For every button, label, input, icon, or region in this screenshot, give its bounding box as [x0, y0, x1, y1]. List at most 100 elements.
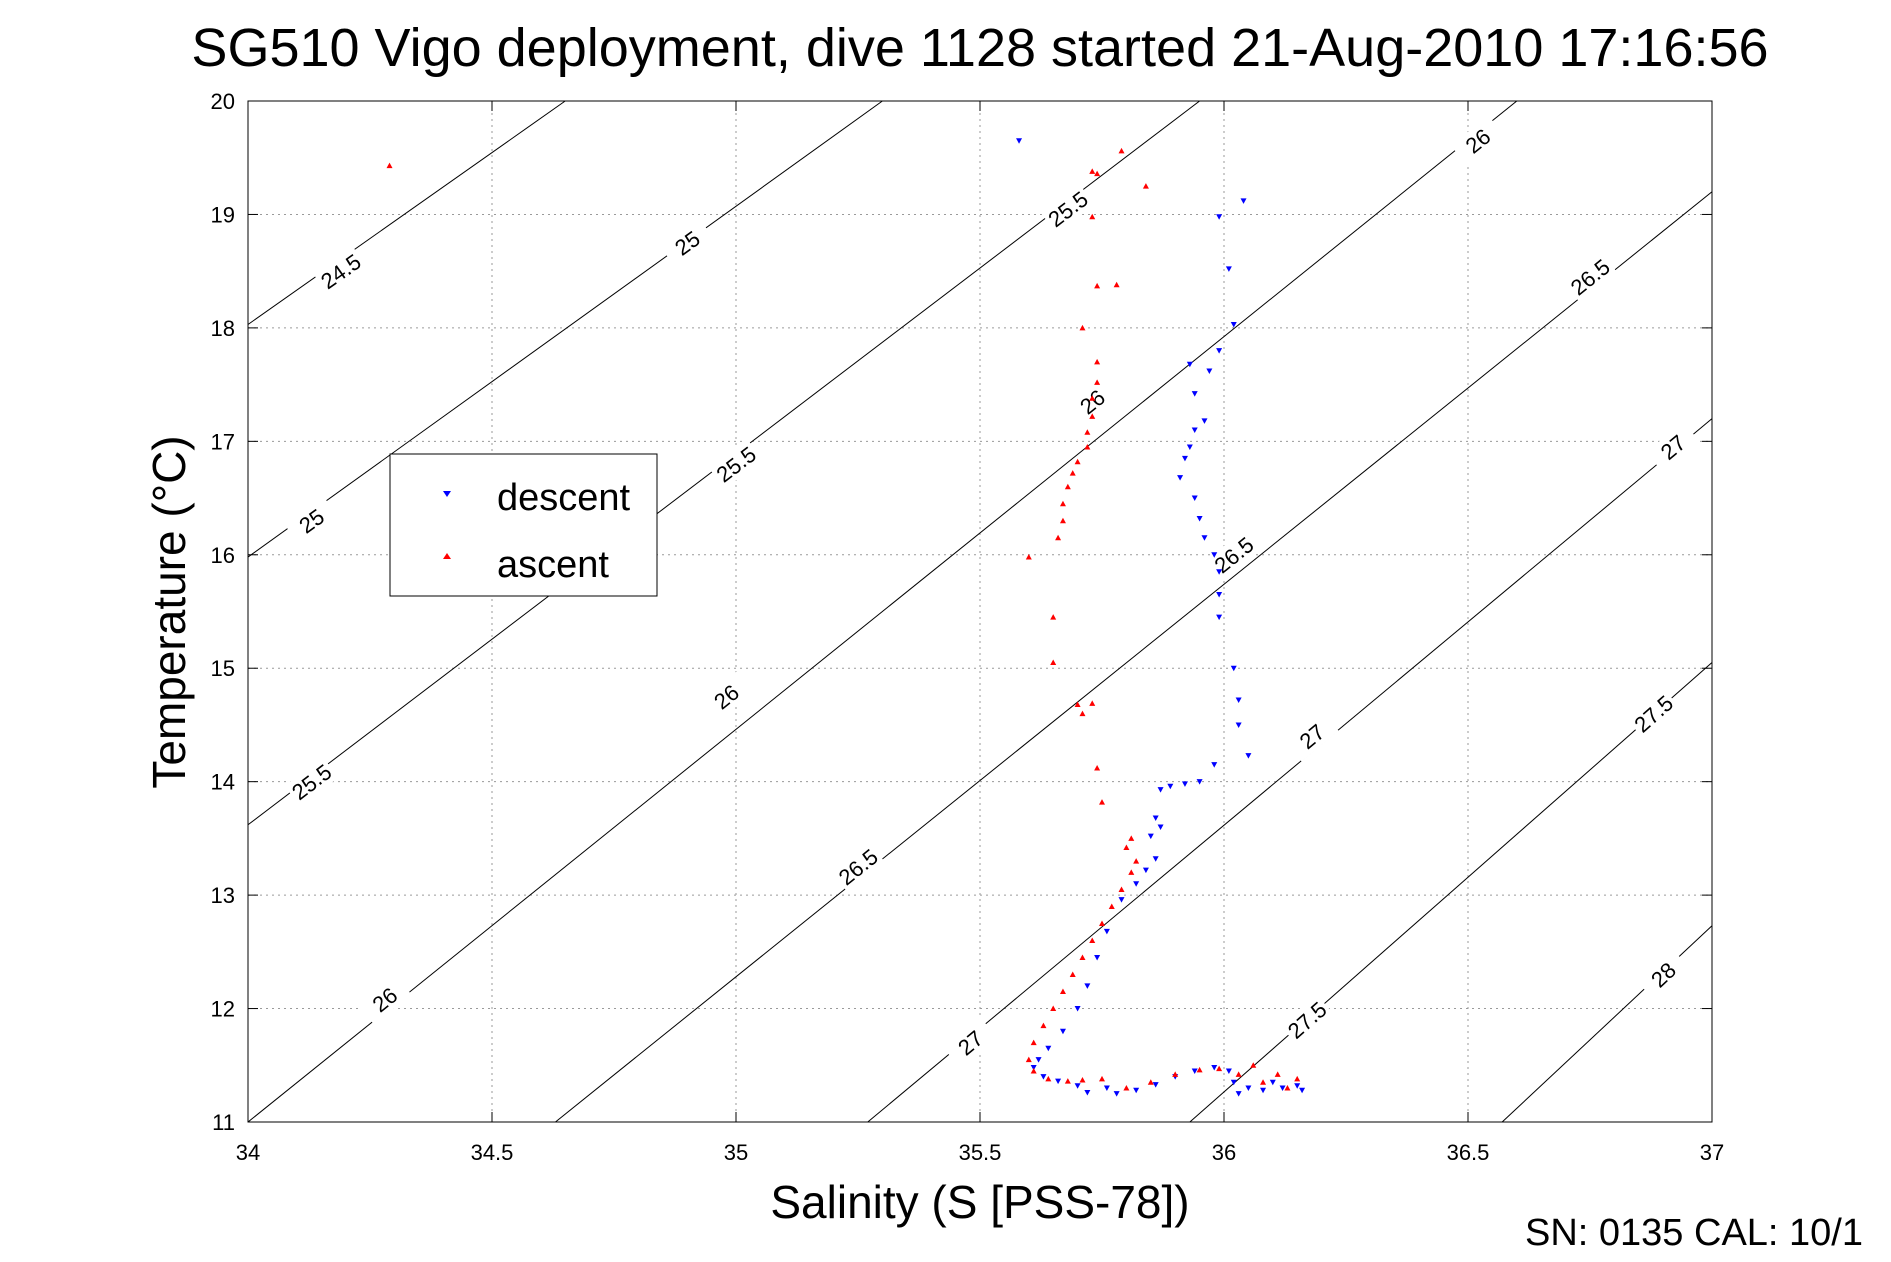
descent-point	[1230, 1079, 1237, 1086]
descent-point	[1216, 348, 1223, 354]
x-tick-label: 35.5	[959, 1140, 1002, 1165]
descent-point	[1181, 455, 1188, 462]
ascent-point	[1260, 1079, 1267, 1085]
y-axis-label: Temperature (°C)	[143, 435, 195, 788]
descent-point	[1074, 1083, 1081, 1089]
ascent-point	[1099, 1075, 1105, 1082]
ascent-point	[1094, 765, 1101, 771]
descent-point	[1157, 787, 1164, 793]
descent-point	[1094, 955, 1101, 961]
descent-point	[1030, 1065, 1037, 1071]
isopycnal-label-backing	[1646, 421, 1700, 473]
ascent-point	[386, 162, 393, 169]
ascent-point	[1099, 920, 1105, 926]
ascent-point	[1094, 282, 1101, 289]
isopycnal-line	[247, 100, 566, 325]
ascent-point	[1235, 1071, 1242, 1077]
ascent-point	[1084, 429, 1091, 435]
x-tick-label: 36	[1212, 1140, 1236, 1165]
ascent-point	[1030, 1067, 1037, 1074]
isopycnal-label-backing	[1626, 687, 1681, 740]
ascent-point	[1050, 614, 1057, 620]
isopycnal-label-backing	[1065, 376, 1120, 427]
ascent-point	[1094, 379, 1101, 385]
descent-point	[1040, 1074, 1047, 1080]
descent-point	[1084, 983, 1091, 989]
descent-point	[1294, 1083, 1301, 1089]
ascent-point	[1099, 799, 1105, 805]
plot-area: 24.5252525.525.525.52626262626.526.526.5…	[211, 89, 1725, 1165]
data-points	[386, 138, 1306, 1097]
isopycnal-line	[1189, 662, 1713, 1123]
descent-point	[1152, 1082, 1159, 1088]
descent-point	[1055, 1078, 1062, 1085]
ascent-point	[1030, 1039, 1037, 1046]
ascent-point	[1089, 413, 1096, 419]
ascent-point	[1094, 170, 1101, 177]
descent-point	[1225, 1068, 1232, 1074]
isopycnal-label-backing	[284, 756, 339, 807]
isopycnal-line	[247, 100, 1518, 1123]
ascent-point	[1059, 517, 1066, 524]
y-tick-label: 18	[211, 316, 235, 341]
ascent-point	[1196, 1066, 1203, 1073]
descent-point	[1147, 833, 1154, 840]
ascent-point	[1079, 324, 1086, 331]
descent-point	[1045, 1045, 1052, 1052]
ascent-point	[1118, 147, 1125, 154]
ascent-point	[1128, 835, 1135, 841]
descent-point	[1279, 1085, 1286, 1091]
descent-point	[1196, 515, 1203, 522]
ascent-point	[1216, 1065, 1223, 1072]
ascent-point	[1025, 1056, 1032, 1063]
isopycnal-line	[247, 100, 883, 558]
y-tick-label: 11	[212, 1110, 235, 1135]
descent-point	[1103, 1085, 1110, 1091]
descent-point	[1245, 1085, 1252, 1091]
descent-point	[1235, 697, 1242, 703]
x-axis-label: Salinity (S [PSS-78])	[770, 1176, 1189, 1228]
ascent-point	[1108, 903, 1115, 909]
x-tick-label: 34.5	[471, 1140, 514, 1165]
ascent-point	[1040, 1022, 1047, 1029]
descent-point	[1216, 214, 1223, 220]
axis-ticks: 34 34.5 35 35.5 36 36.5 37 11 12 13 14 15 16 17 18 19 20	[211, 89, 1725, 1165]
y-tick-label: 14	[211, 770, 235, 795]
ascent-point	[1084, 444, 1091, 450]
ascent-point	[1147, 1079, 1154, 1085]
legend-ascent-label: ascent	[497, 544, 609, 586]
ascent-point	[1172, 1071, 1179, 1077]
ascent-point	[1123, 1084, 1130, 1091]
serial-calibration-text: SN: 0135 CAL: 10/1	[1525, 1212, 1863, 1254]
descent-point	[1196, 779, 1203, 785]
x-tick-label: 36.5	[1447, 1140, 1490, 1165]
descent-point	[1299, 1087, 1306, 1094]
ascent-point	[1089, 168, 1096, 174]
y-tick-label: 20	[211, 89, 235, 114]
ascent-point	[1059, 988, 1066, 995]
descent-point	[1216, 591, 1223, 598]
ascent-point	[1050, 659, 1057, 666]
isopycnal-line	[555, 191, 1713, 1123]
isopycnal-label-backing	[1285, 710, 1339, 762]
isopycnal-label-backing	[831, 841, 885, 892]
isopycnal-label-backing	[709, 439, 763, 489]
descent-point	[1191, 495, 1198, 502]
isopycnal-label-backing	[943, 1017, 998, 1068]
descent-point	[1016, 138, 1023, 144]
y-tick-label: 16	[211, 543, 235, 568]
isopycnal-label-backing	[1280, 994, 1334, 1046]
ascent-point	[1123, 844, 1130, 850]
descent-point	[1211, 762, 1218, 768]
descent-point	[1240, 198, 1247, 204]
descent-point	[1191, 391, 1198, 397]
ascent-point	[1128, 869, 1135, 875]
ascent-point	[1069, 971, 1076, 978]
descent-point	[1201, 535, 1208, 541]
descent-point	[1191, 427, 1198, 433]
ascent-point	[1074, 458, 1081, 465]
ascent-point	[1079, 954, 1086, 961]
descent-point	[1084, 1090, 1091, 1096]
y-tick-label: 17	[211, 429, 235, 454]
